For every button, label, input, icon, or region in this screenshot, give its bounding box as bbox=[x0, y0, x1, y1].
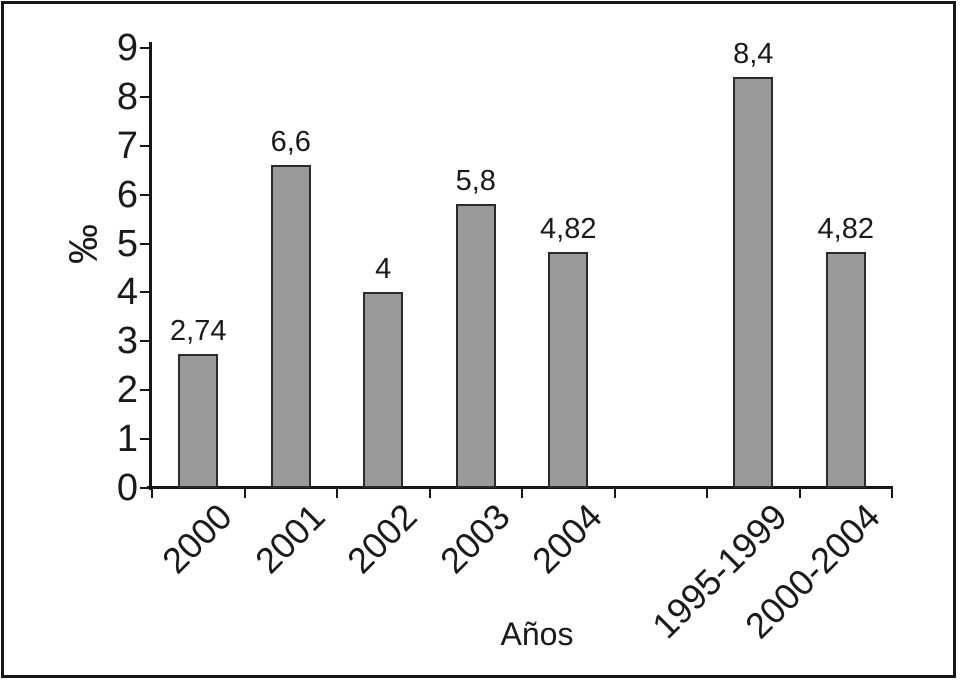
x-axis-line bbox=[147, 486, 893, 489]
y-tick bbox=[140, 47, 150, 49]
y-tick bbox=[140, 144, 150, 147]
bar bbox=[825, 252, 866, 488]
x-axis-title: Años bbox=[500, 616, 574, 652]
bar-value-label: 4,82 bbox=[817, 213, 874, 246]
bar bbox=[363, 292, 404, 488]
x-tick bbox=[428, 489, 431, 498]
bar-value-label: 2,74 bbox=[170, 315, 227, 348]
y-tick bbox=[140, 340, 150, 343]
bar bbox=[270, 165, 311, 488]
y-tick-label: 2 bbox=[116, 369, 138, 412]
bar bbox=[733, 77, 774, 488]
y-tick bbox=[140, 95, 150, 98]
x-tick bbox=[243, 489, 246, 498]
y-tick-label: 5 bbox=[116, 222, 138, 265]
bar-value-label: 4 bbox=[375, 253, 392, 286]
x-tick bbox=[798, 489, 801, 498]
x-tick bbox=[613, 489, 616, 498]
bar-value-label: 5,8 bbox=[455, 165, 496, 198]
y-tick bbox=[140, 193, 150, 196]
bar bbox=[548, 252, 589, 488]
x-tick bbox=[151, 489, 153, 498]
y-tick-label: 9 bbox=[116, 27, 138, 69]
y-tick bbox=[140, 389, 150, 392]
y-tick-label: 0 bbox=[116, 467, 138, 509]
bar bbox=[455, 204, 496, 488]
y-tick-label: 8 bbox=[116, 75, 138, 118]
x-tick bbox=[521, 489, 523, 498]
bar bbox=[178, 354, 219, 488]
y-tick-label: 6 bbox=[116, 173, 138, 216]
y-tick bbox=[140, 242, 150, 245]
y-tick bbox=[140, 487, 150, 489]
y-tick bbox=[140, 291, 150, 294]
y-tick-label: 4 bbox=[116, 271, 138, 314]
y-tick-label: 7 bbox=[116, 124, 138, 167]
x-tick bbox=[891, 489, 893, 498]
x-tick bbox=[706, 489, 708, 498]
y-axis-line bbox=[149, 42, 152, 490]
bar-value-label: 6,6 bbox=[270, 126, 311, 159]
y-axis-title: ‰ bbox=[61, 224, 106, 264]
x-tick bbox=[336, 489, 338, 498]
bar-value-label: 8,4 bbox=[733, 38, 774, 71]
y-tick bbox=[140, 438, 150, 441]
y-tick-label: 3 bbox=[116, 320, 138, 363]
bar-value-label: 4,82 bbox=[540, 213, 597, 246]
y-tick-label: 1 bbox=[116, 418, 138, 461]
